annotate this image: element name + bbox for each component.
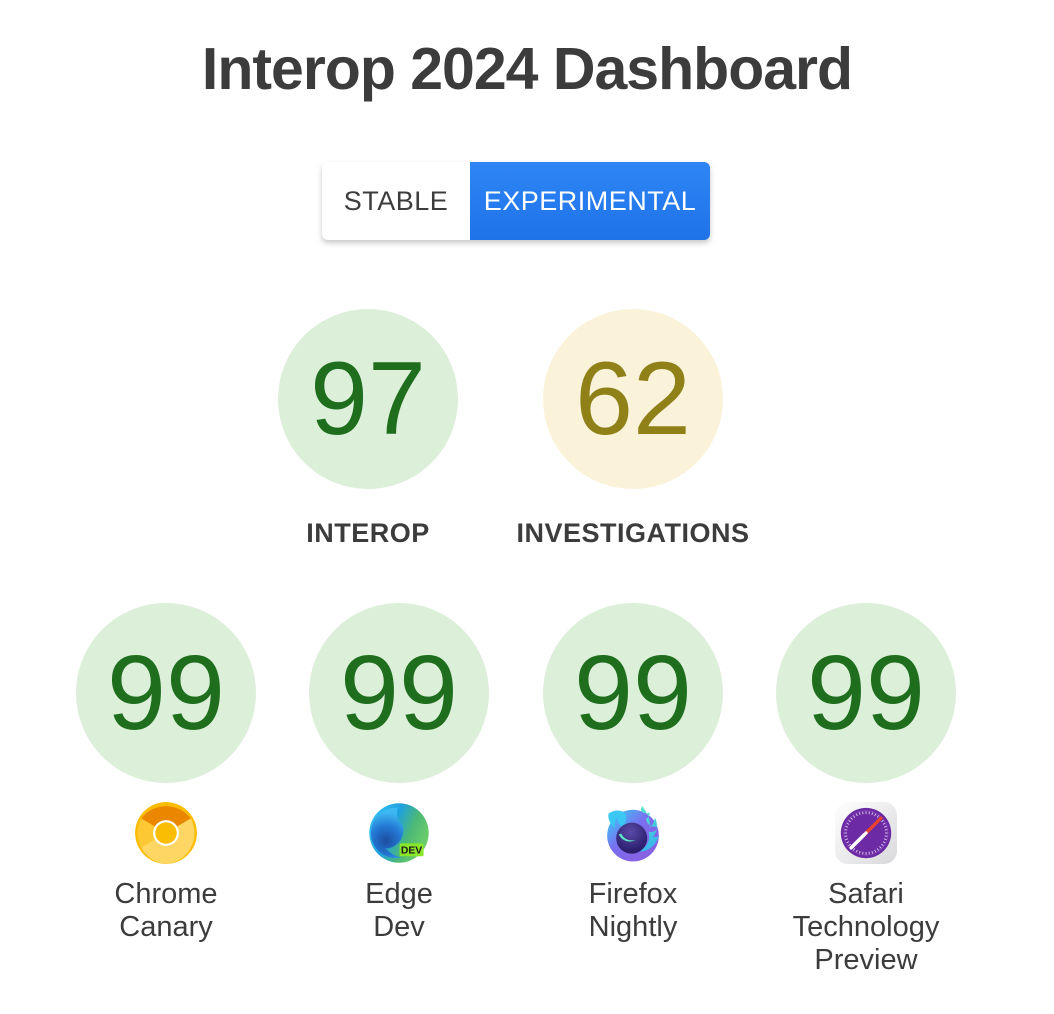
svg-text:DEV: DEV — [401, 845, 422, 856]
